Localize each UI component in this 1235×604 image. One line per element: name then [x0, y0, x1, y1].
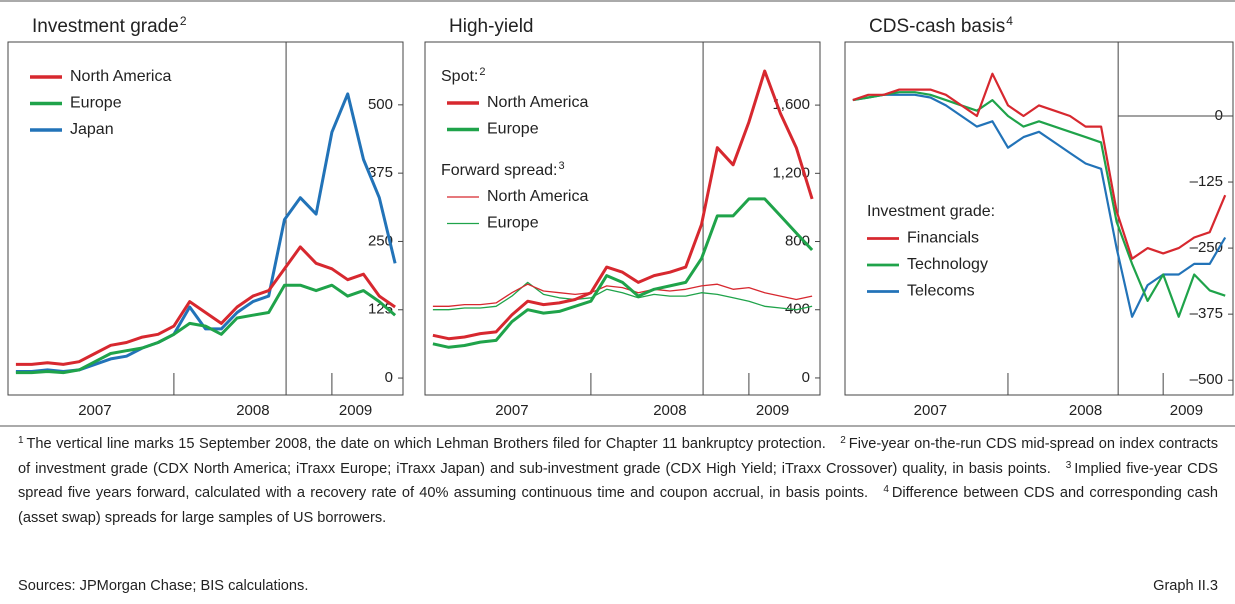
plot-frame [844, 41, 1234, 396]
footnote-text: Five-year on-the-run CDS mid-spread on i… [18, 436, 1219, 477]
chart-title: High-yield [449, 16, 533, 37]
sources: Sources: JPMorgan Chase; BIS calculation… [18, 578, 309, 594]
legend-group-note: 3 [559, 160, 565, 172]
legend-label: North America [487, 94, 588, 111]
footnotes: 1 The vertical line marks 15 September 2… [18, 432, 1218, 530]
plot-frame [7, 41, 404, 396]
legend-label: Japan [70, 121, 114, 138]
y-tick-label: 0 [385, 369, 393, 386]
legend-group-title: Forward spread: [441, 162, 558, 179]
chart-title: CDS-cash basis [869, 16, 1005, 37]
graph-label: Graph II.3 [1153, 578, 1218, 594]
footnote-mark: 4 [883, 484, 889, 495]
footnote-mark: 3 [1065, 459, 1072, 471]
y-tick-label: –500 [1190, 371, 1223, 388]
legend-label: Telecoms [907, 283, 975, 300]
x-tick-label: 2009 [339, 402, 372, 419]
x-tick-label: 2009 [1170, 402, 1203, 419]
title-note: 2 [180, 14, 187, 28]
y-tick-label: 500 [368, 96, 393, 113]
series-line [432, 283, 813, 307]
x-tick-label: 2009 [756, 402, 789, 419]
legend-label: Financials [907, 230, 979, 247]
y-tick-label: 375 [368, 164, 393, 181]
footnote-mark: 1 [18, 435, 24, 446]
legend-group-note: 2 [479, 66, 485, 78]
y-tick-label: –375 [1190, 305, 1223, 322]
y-tick-label: –250 [1190, 239, 1223, 256]
x-tick-label: 2008 [236, 402, 269, 419]
footnote-text: The vertical line marks 15 September 200… [26, 436, 826, 452]
footnote-text: Difference between CDS and corresponding… [18, 485, 1218, 526]
legend-label: Europe [487, 121, 539, 138]
x-tick-label: 2008 [1069, 402, 1102, 419]
series-line [852, 72, 1227, 260]
footnote-text: Implied five-year CDS spread five years … [18, 460, 1218, 502]
x-tick-label: 2007 [914, 402, 947, 419]
y-tick-label: 0 [1215, 107, 1223, 124]
y-tick-label: 800 [785, 232, 810, 249]
legend-label: North America [70, 68, 171, 85]
y-tick-label: 1,200 [772, 164, 810, 181]
y-tick-label: 125 [368, 301, 393, 318]
footer: Sources: JPMorgan Chase; BIS calculation… [18, 578, 1218, 594]
series-line [432, 69, 814, 341]
chart-title: Investment grade [32, 16, 179, 37]
y-tick-label: 0 [802, 369, 810, 386]
legend-group-title: Spot: [441, 68, 478, 85]
legend-label: North America [487, 188, 588, 205]
series-line [432, 281, 813, 311]
series-line [852, 91, 1226, 318]
legend-title: Investment grade: [867, 203, 995, 220]
legend-label: Europe [70, 95, 122, 112]
y-tick-label: 250 [368, 232, 393, 249]
plot-frame [424, 41, 821, 396]
y-tick-label: –125 [1190, 173, 1223, 190]
series-line [15, 245, 396, 366]
legend-label: Technology [907, 256, 988, 273]
x-tick-label: 2007 [78, 402, 111, 419]
x-tick-label: 2008 [653, 402, 686, 419]
x-tick-label: 2007 [495, 402, 528, 419]
title-note: 4 [1006, 14, 1013, 28]
series-line [15, 283, 397, 375]
series-line [432, 197, 814, 349]
y-tick-label: 1,600 [772, 96, 810, 113]
footnote-mark: 2 [840, 435, 846, 446]
legend-label: Europe [487, 215, 539, 232]
